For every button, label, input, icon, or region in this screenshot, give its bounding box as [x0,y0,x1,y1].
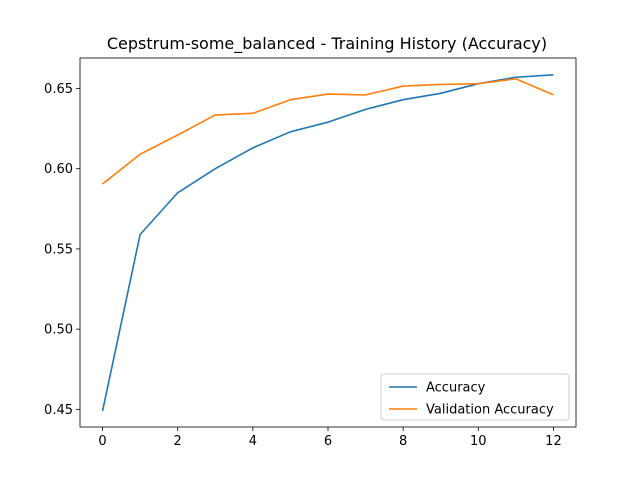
x-tick-label: 6 [324,434,332,449]
x-axis: 0 2 4 6 8 10 12 [98,427,562,449]
legend-label: Validation Accuracy [426,403,554,418]
x-tick-label: 8 [399,434,407,449]
plot-area [79,57,577,428]
series-layer [101,74,554,412]
axes-frame [79,57,577,428]
x-tick-label: 0 [98,434,106,449]
legend-box [380,373,570,421]
chart-title: Cepstrum-some_balanced - Training Histor… [107,34,547,54]
y-tick-label: 0.50 [44,323,73,338]
x-tick-label: 12 [545,434,562,449]
y-tick-label: 0.65 [44,82,73,97]
y-tick-label: 0.60 [44,162,73,177]
y-tick-label: 0.55 [44,242,73,257]
x-tick-label: 10 [470,434,487,449]
x-tick-label: 4 [249,434,257,449]
legend: Accuracy Validation Accuracy [380,373,570,421]
y-axis: 0.45 0.50 0.55 0.60 0.65 [44,82,80,418]
y-tick-label: 0.45 [44,403,73,418]
x-tick-label: 2 [174,434,182,449]
legend-label: Accuracy [426,381,486,396]
